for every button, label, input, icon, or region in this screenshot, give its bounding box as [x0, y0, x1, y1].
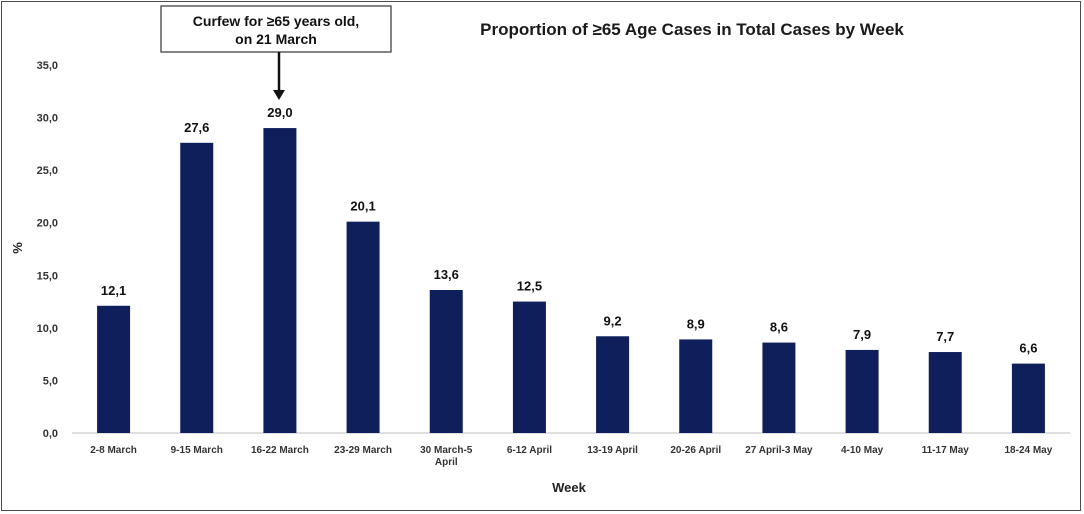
bar	[596, 336, 630, 433]
y-tick-label: 15,0	[37, 270, 58, 282]
data-label: 6,6	[1019, 341, 1037, 356]
category-labels: 2-8 March 9-15 March 16-22 March 23-29 Marc…	[90, 445, 1053, 468]
category-label: 11-17 May	[922, 445, 970, 456]
y-tick-label: 30,0	[37, 113, 58, 125]
category-label: April	[435, 457, 458, 468]
y-tick-label: 5,0	[43, 375, 58, 387]
y-axis-label: %	[10, 242, 25, 254]
category-label: 23-29 March	[334, 445, 392, 456]
bars	[97, 128, 1045, 433]
data-label: 13,6	[434, 267, 459, 282]
y-tick-label: 25,0	[37, 165, 58, 177]
category-label: 6-12 April	[507, 445, 552, 456]
y-tick-label: 10,0	[37, 323, 58, 335]
annotation-line-1: Curfew for ≥65 years old,	[193, 13, 359, 29]
annotation-box	[160, 5, 392, 53]
data-label: 8,6	[770, 320, 788, 335]
data-label: 29,0	[267, 105, 292, 120]
category-label: 27 April-3 May	[745, 445, 813, 456]
bar	[679, 339, 713, 433]
bar	[1011, 363, 1045, 433]
bar	[263, 128, 297, 433]
data-label: 12,5	[517, 279, 542, 294]
category-label: 9-15 March	[171, 445, 223, 456]
data-label: 8,9	[687, 316, 705, 331]
data-label: 20,1	[350, 199, 375, 214]
bar	[180, 142, 214, 433]
category-label: 2-8 March	[90, 445, 137, 456]
bar	[512, 301, 546, 433]
y-axis-ticks: 0,0 5,0 10,0 15,0 20,0 25,0 30,0 35,0	[37, 60, 58, 440]
category-label: 30 March-5	[420, 445, 473, 456]
y-tick-label: 20,0	[37, 218, 58, 230]
y-tick-label: 0,0	[43, 428, 58, 440]
data-label: 7,7	[936, 329, 954, 344]
annotation-arrowhead	[273, 90, 285, 100]
data-label: 27,6	[184, 120, 209, 135]
data-labels: 12,1 27,6 29,0 20,1 13,6 12,5 9,2 8,9 8,6 7,9 7,7 6…	[101, 105, 1038, 356]
x-axis-label: Week	[552, 480, 586, 495]
bar	[845, 349, 879, 433]
category-label: 20-26 April	[670, 445, 721, 456]
chart-title: Proportion of ≥65 Age Cases in Total Cas…	[480, 20, 904, 39]
category-label: 18-24 May	[1005, 445, 1053, 456]
y-tick-label: 35,0	[37, 60, 58, 72]
bar	[346, 221, 380, 433]
bar	[97, 305, 131, 433]
category-label: 16-22 March	[251, 445, 309, 456]
curfew-annotation: Curfew for ≥65 years old, on 21 March	[160, 5, 392, 100]
bar	[928, 352, 962, 433]
category-label: 13-19 April	[587, 445, 638, 456]
bar	[429, 290, 463, 433]
bar	[762, 342, 796, 433]
category-label: 4-10 May	[841, 445, 884, 456]
data-label: 12,1	[101, 283, 126, 298]
data-label: 9,2	[604, 313, 622, 328]
annotation-line-2: on 21 March	[235, 31, 317, 47]
data-label: 7,9	[853, 327, 871, 342]
